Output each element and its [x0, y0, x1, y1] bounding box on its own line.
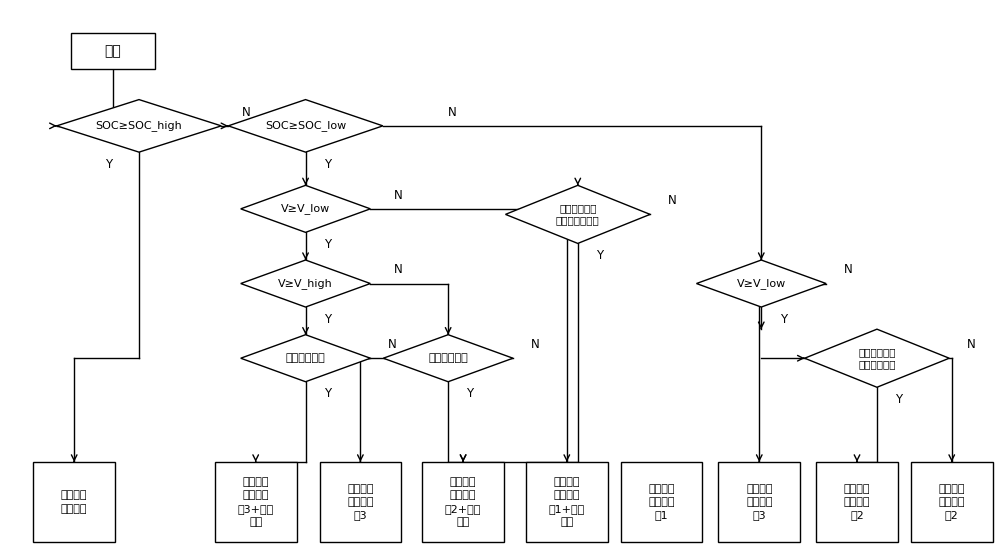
- Text: Y: Y: [596, 249, 603, 262]
- Text: V≥V_high: V≥V_high: [278, 278, 333, 289]
- Text: 加速蹏板开启: 加速蹏板开启: [286, 353, 325, 363]
- Polygon shape: [241, 260, 370, 307]
- Polygon shape: [241, 335, 370, 382]
- FancyBboxPatch shape: [526, 462, 608, 542]
- Text: Y: Y: [106, 158, 113, 171]
- Polygon shape: [228, 100, 383, 152]
- FancyBboxPatch shape: [33, 462, 115, 542]
- FancyBboxPatch shape: [911, 462, 993, 542]
- Text: N: N: [394, 263, 403, 276]
- Text: Y: Y: [324, 312, 331, 326]
- Polygon shape: [241, 185, 370, 232]
- FancyBboxPatch shape: [718, 462, 800, 542]
- Text: SOC≥SOC_high: SOC≥SOC_high: [96, 121, 182, 131]
- Text: Y: Y: [324, 238, 331, 251]
- Text: 加速蹏板开启
或在道路坡度: 加速蹏板开启 或在道路坡度: [858, 347, 896, 369]
- Text: 发动机工
作于工作
点2: 发动机工 作于工作 点2: [844, 484, 870, 520]
- FancyBboxPatch shape: [215, 462, 297, 542]
- FancyBboxPatch shape: [71, 33, 155, 69]
- Polygon shape: [505, 185, 650, 244]
- Text: N: N: [394, 188, 403, 201]
- Text: 发动机工
作于工作
点2+电池
驱动: 发动机工 作于工作 点2+电池 驱动: [445, 477, 481, 527]
- Text: V≥V_low: V≥V_low: [737, 278, 786, 289]
- Text: N: N: [242, 106, 251, 118]
- Text: N: N: [967, 338, 976, 351]
- Text: SOC≥SOC_low: SOC≥SOC_low: [265, 121, 346, 131]
- Text: 动力电池
单独驱动: 动力电池 单独驱动: [61, 490, 87, 514]
- Text: 开始: 开始: [105, 44, 121, 58]
- Text: 加速蹏板开启: 加速蹏板开启: [428, 353, 468, 363]
- Text: 加速蹏板开启
或存在道路坡度: 加速蹏板开启 或存在道路坡度: [556, 203, 600, 226]
- Text: Y: Y: [895, 393, 902, 406]
- Text: Y: Y: [324, 158, 331, 171]
- Polygon shape: [696, 260, 826, 307]
- Text: N: N: [388, 338, 397, 351]
- Text: N: N: [668, 194, 676, 207]
- FancyBboxPatch shape: [621, 462, 702, 542]
- Text: 发动机工
作于工作
点1: 发动机工 作于工作 点1: [648, 484, 675, 520]
- FancyBboxPatch shape: [320, 462, 401, 542]
- FancyBboxPatch shape: [816, 462, 898, 542]
- Text: 发动机工
作于工作
点3: 发动机工 作于工作 点3: [746, 484, 773, 520]
- Text: Y: Y: [324, 388, 331, 400]
- Text: 发动机工
作于工作
点1+电池
驱动: 发动机工 作于工作 点1+电池 驱动: [549, 477, 585, 527]
- Text: V≥V_low: V≥V_low: [281, 203, 330, 214]
- Polygon shape: [805, 329, 949, 388]
- Text: Y: Y: [467, 388, 474, 400]
- Text: 发动机工
作于工作
点2: 发动机工 作于工作 点2: [938, 484, 965, 520]
- Polygon shape: [57, 100, 221, 152]
- Text: N: N: [844, 263, 852, 276]
- Text: N: N: [448, 106, 457, 118]
- Polygon shape: [383, 335, 513, 382]
- Text: 发动机工
作于工作
点3+电池
驱动: 发动机工 作于工作 点3+电池 驱动: [238, 477, 274, 527]
- Text: 发动机工
作于工作
点3: 发动机工 作于工作 点3: [347, 484, 374, 520]
- Text: Y: Y: [780, 312, 787, 326]
- FancyBboxPatch shape: [422, 462, 504, 542]
- Text: N: N: [531, 338, 539, 351]
